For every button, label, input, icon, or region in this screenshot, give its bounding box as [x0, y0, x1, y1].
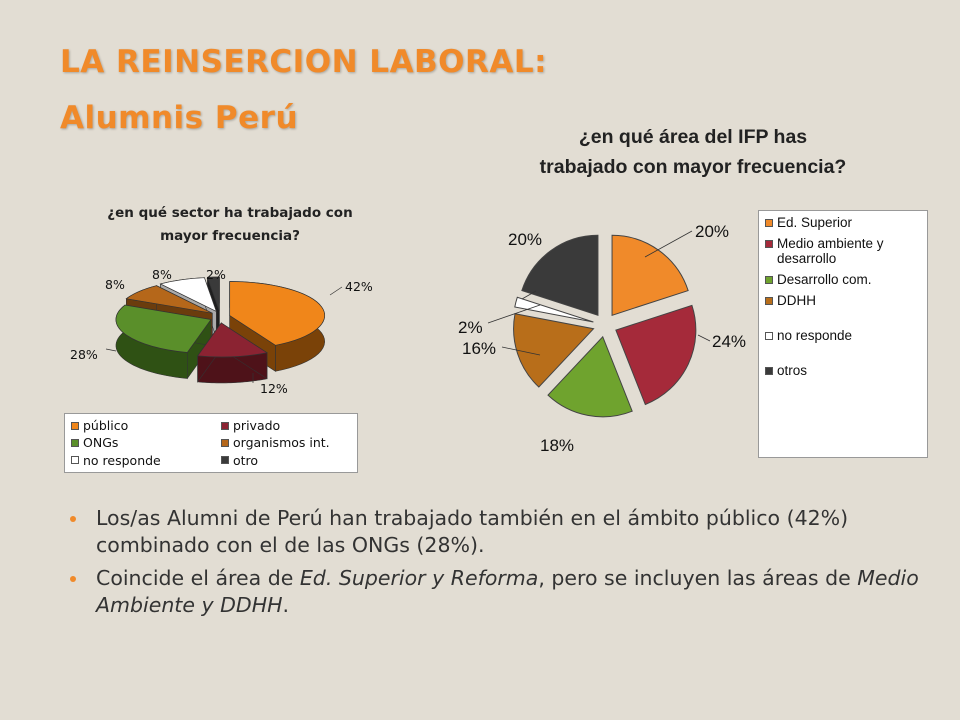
- chart2-legend-swatch: [765, 332, 773, 340]
- chart2-slice-5: [521, 234, 599, 316]
- bullet-item: Coincide el área de Ed. Superior y Refor…: [70, 565, 930, 619]
- chart2-data-label: 16%: [462, 339, 496, 358]
- chart2-leader-line: [697, 334, 711, 342]
- chart1-legend-label: público: [83, 418, 129, 433]
- chart2-legend: Ed. Superior Medio ambiente y desarrollo De…: [758, 210, 928, 458]
- chart2-leader-line: [521, 290, 537, 300]
- chart2-slice-3: [513, 313, 595, 388]
- chart1-data-label: 12%: [260, 381, 288, 396]
- chart1-slice-1: [196, 322, 268, 384]
- chart1-leader-line: [329, 286, 343, 296]
- chart1-legend-item: ONGs: [71, 434, 221, 451]
- chart1-slice-2: [115, 304, 212, 380]
- chart1-legend-item: privado: [221, 417, 361, 434]
- bullet-dot-icon: [70, 576, 76, 582]
- chart2-slice-2: [547, 335, 633, 418]
- bullet-text: Medio Ambiente y DDHH: [96, 566, 919, 617]
- chart2-legend-swatch: [765, 240, 773, 248]
- chart2-data-label: 2%: [458, 318, 483, 337]
- chart2-legend-item: Medio ambiente y desarrollo: [765, 236, 921, 266]
- bullet-dot-icon: [70, 516, 76, 522]
- chart1-title-line: mayor frecuencia?: [160, 228, 300, 244]
- chart2-leader-line: [487, 304, 541, 324]
- chart1-legend-label: ONGs: [83, 435, 119, 451]
- chart1-pie: 42% 12% 28% 8% 8% 2%: [70, 267, 373, 396]
- chart2-legend-item: no responde: [765, 328, 921, 343]
- chart1-title: ¿en qué sector ha trabajado con mayor fr…: [70, 202, 390, 248]
- chart1-legend-swatch: [221, 438, 229, 447]
- chart2-leader-line: [644, 230, 693, 258]
- chart1-title-line: ¿en qué sector ha trabajado con: [107, 205, 353, 221]
- slide-title-line2: Alumnis Perú: [60, 100, 299, 136]
- chart2-title-line: trabajado con mayor frecuencia?: [539, 156, 847, 178]
- chart1-data-label: 8%: [105, 277, 125, 292]
- chart2-legend-item: Desarrollo com.: [765, 272, 921, 287]
- chart2-legend-swatch: [765, 297, 773, 305]
- chart2-leader-line: [501, 346, 541, 356]
- chart1-data-label: 8%: [152, 267, 172, 282]
- chart1-data-label: 42%: [345, 279, 373, 294]
- bullet-list: Los/as Alumni de Perú han trabajado tamb…: [70, 505, 930, 625]
- chart1-legend: público privado ONGs organismos int. no resp…: [64, 413, 358, 473]
- chart2-slice-1: [615, 304, 697, 406]
- chart2-title-line: ¿en qué área del IFP has: [578, 126, 808, 148]
- chart1-data-label: 2%: [206, 267, 226, 282]
- chart2-data-label: 20%: [508, 230, 542, 249]
- chart2-pie: 20% 24% 18% 16% 2% 20%: [458, 222, 746, 455]
- bullet-text: , pero se incluyen las áreas de: [538, 566, 858, 590]
- chart2-legend-label: Medio ambiente y desarrollo: [777, 236, 884, 266]
- chart2-title: ¿en qué área del IFP has trabajado con m…: [488, 122, 898, 182]
- chart1-legend-label: otro: [233, 452, 259, 468]
- bullet-text: Ed. Superior y Reforma: [299, 566, 539, 590]
- chart1-legend-item: otro: [221, 452, 361, 469]
- chart2-legend-swatch: [765, 367, 773, 375]
- chart2-legend-label: DDHH: [777, 293, 816, 308]
- chart2-legend-label: no responde: [777, 328, 853, 343]
- chart2-data-label: 24%: [712, 332, 746, 351]
- chart1-leader-line: [105, 348, 117, 352]
- chart1-legend-swatch: [71, 421, 79, 430]
- chart1-legend-item: organismos int.: [221, 434, 361, 451]
- chart1-legend-swatch: [221, 421, 229, 430]
- chart2-data-label: 20%: [695, 222, 729, 241]
- chart2-legend-label: otros: [777, 363, 808, 378]
- chart1-legend-item: no responde: [71, 452, 221, 469]
- chart1-legend-item: público: [71, 417, 221, 434]
- chart1-legend-swatch: [71, 438, 79, 447]
- chart1-legend-swatch: [221, 456, 229, 465]
- chart2-slice-4: [514, 296, 594, 323]
- bullet-text: .: [282, 593, 290, 617]
- chart1-legend-label: organismos int.: [233, 435, 330, 451]
- chart2-legend-item: Ed. Superior: [765, 215, 921, 230]
- slide-title-line1: LA REINSERCION LABORAL:: [60, 44, 548, 80]
- chart1-legend-swatch: [71, 456, 79, 465]
- chart2-legend-swatch: [765, 276, 773, 284]
- chart2-legend-item: otros: [765, 363, 921, 378]
- chart2-data-label: 18%: [540, 436, 574, 455]
- chart2-legend-label: Ed. Superior: [777, 215, 853, 230]
- chart2-legend-item: DDHH: [765, 293, 921, 308]
- chart1-legend-label: privado: [233, 418, 281, 433]
- chart2-slice-0: [611, 234, 689, 316]
- chart2-legend-label: Desarrollo com.: [777, 272, 872, 287]
- bullet-text: Coincide el área de: [96, 566, 300, 590]
- bullet-text: Los/as Alumni de Perú han trabajado tamb…: [96, 506, 849, 557]
- bullet-item: Los/as Alumni de Perú han trabajado tamb…: [70, 505, 930, 559]
- chart1-legend-label: no responde: [83, 452, 161, 468]
- chart1-data-label: 28%: [70, 347, 98, 362]
- chart2-legend-swatch: [765, 219, 773, 227]
